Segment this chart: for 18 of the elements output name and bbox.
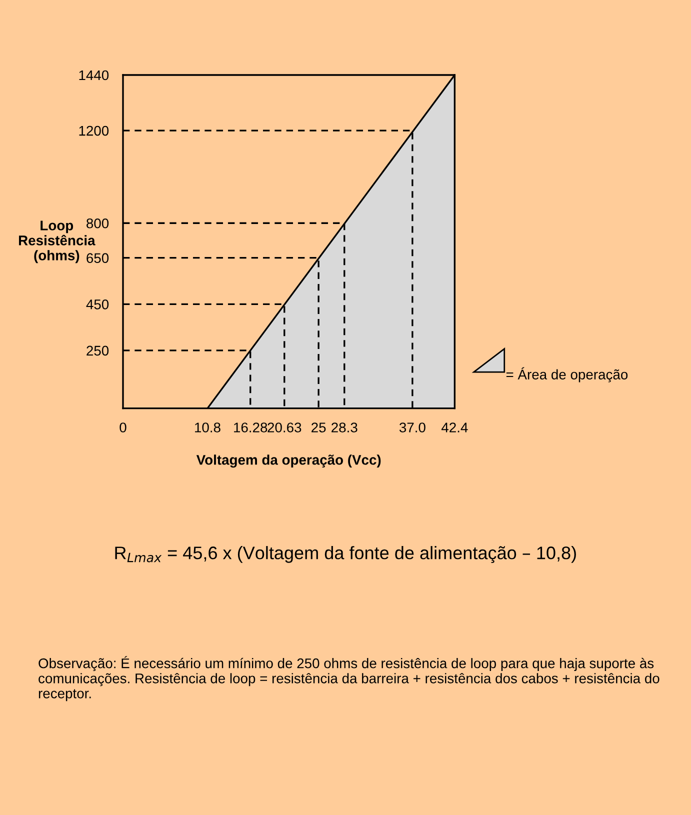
x-tick-label: 37.0 <box>399 422 426 432</box>
x-axis-title: Voltagem da operação (Vcc) <box>196 454 381 468</box>
text: = Área de operação <box>506 367 628 382</box>
y-tick-label: 650 <box>86 253 109 264</box>
text: Observação: É necessário um mínimo de 250 ohms de resistência de loop para que haja suporte às comunicações. Resistência de loop = resistência da barreira + resistência dos cabos + resistência do receptor. <box>38 656 660 702</box>
x-tick-label: 16.28 <box>234 422 268 432</box>
y-tick-label: 800 <box>86 218 109 228</box>
x-tick-label: 0 <box>120 422 126 432</box>
x-tick-label: 10.8 <box>195 422 220 432</box>
x-tick-label: 25 <box>312 422 326 432</box>
x-tick-label: 28.3 <box>332 422 358 432</box>
x-tick-label: 20.63 <box>268 422 302 432</box>
x-tick-label: 42.4 <box>441 422 468 432</box>
y-tick-label: 250 <box>86 346 109 356</box>
y-tick-label: 450 <box>86 299 109 310</box>
text: R$_{Lmax}$ = 45,6 x (Voltagem da fonte de alimentação – 10,8) <box>115 546 576 563</box>
y-tick-label: 1440 <box>79 70 109 80</box>
y-tick-label: 1200 <box>79 126 109 136</box>
